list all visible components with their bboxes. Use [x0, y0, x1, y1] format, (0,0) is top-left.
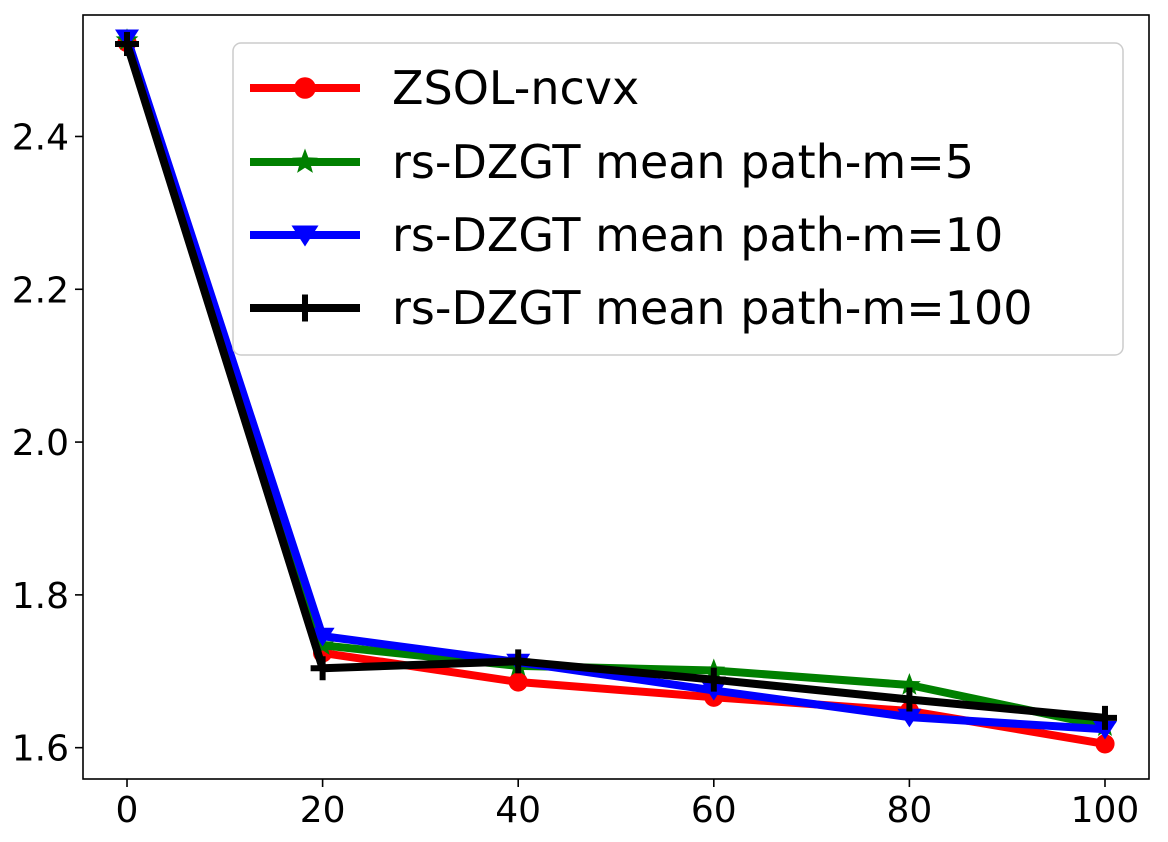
legend-entry: ZSOL-ncvx — [250, 61, 639, 115]
data-point — [897, 687, 922, 712]
legend-entry: rs-DZGT mean path-m=100 — [250, 281, 1033, 335]
legend-entry: rs-DZGT mean path-m=5 — [250, 135, 974, 189]
data-point — [1092, 705, 1117, 730]
data-point — [310, 656, 335, 681]
x-tick-label: 60 — [691, 790, 737, 831]
plot-frame — [82, 14, 1150, 780]
legend-label: rs-DZGT mean path-m=5 — [392, 135, 974, 189]
legend-marker — [292, 148, 318, 173]
y-tick-label: 1.6 — [12, 729, 69, 770]
data-point — [115, 32, 140, 57]
data-point — [897, 708, 922, 728]
series-3 — [115, 32, 1117, 730]
y-tick-label: 2.4 — [12, 117, 69, 158]
data-point — [310, 627, 335, 647]
y-tick-label: 2.2 — [12, 270, 69, 311]
legend-box — [232, 42, 1124, 356]
x-tick-label: 100 — [1071, 790, 1140, 831]
x-tick-label: 40 — [495, 790, 541, 831]
data-point — [508, 672, 528, 692]
series-line — [123, 40, 1109, 722]
series-layer — [115, 28, 1117, 754]
legend-label: ZSOL-ncvx — [392, 61, 639, 115]
legend-label: rs-DZGT mean path-m=100 — [392, 281, 1033, 335]
x-tick-label: 80 — [886, 790, 932, 831]
legend-marker — [291, 294, 319, 322]
y-tick-label: 2.0 — [12, 423, 69, 464]
axis-ticks: 0 20 40 60 80 100 1.6 1.8 2.0 2.2 2.4 — [12, 117, 1140, 831]
data-point — [506, 649, 531, 674]
data-point — [1095, 734, 1115, 754]
legend: ZSOL-ncvx rs-DZGT mean path-m=5 rs-DZGT me… — [232, 42, 1124, 356]
data-point — [898, 673, 921, 695]
legend-label: rs-DZGT mean path-m=10 — [392, 208, 1003, 262]
x-tick-label: 0 — [116, 790, 139, 831]
data-point — [1092, 720, 1117, 740]
legend-marker — [291, 225, 319, 247]
x-tick-label: 20 — [300, 790, 346, 831]
legend-marker — [294, 77, 316, 99]
y-tick-label: 1.8 — [12, 576, 69, 617]
legend-entry: rs-DZGT mean path-m=10 — [250, 208, 1003, 262]
data-point — [701, 667, 726, 692]
series-line — [123, 33, 1109, 734]
